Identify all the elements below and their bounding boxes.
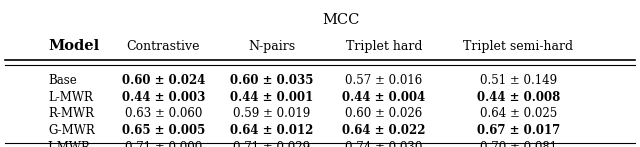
Text: MCC: MCC (322, 13, 360, 27)
Text: 0.51 ± 0.149: 0.51 ± 0.149 (480, 74, 557, 87)
Text: N-pairs: N-pairs (248, 40, 296, 53)
Text: L-MWR: L-MWR (48, 91, 93, 103)
Text: 0.71 ± 0.029: 0.71 ± 0.029 (234, 141, 310, 147)
Text: Contrastive: Contrastive (127, 40, 200, 53)
Text: 0.64 ± 0.012: 0.64 ± 0.012 (230, 124, 314, 137)
Text: 0.60 ± 0.035: 0.60 ± 0.035 (230, 74, 314, 87)
Text: 0.44 ± 0.004: 0.44 ± 0.004 (342, 91, 426, 103)
Text: 0.70 ± 0.081: 0.70 ± 0.081 (480, 141, 557, 147)
Text: 0.71 ± 0.000: 0.71 ± 0.000 (125, 141, 202, 147)
Text: R-MWR: R-MWR (48, 107, 94, 120)
Text: Base: Base (48, 74, 77, 87)
Text: 0.63 ± 0.060: 0.63 ± 0.060 (125, 107, 202, 120)
Text: 0.64 ± 0.022: 0.64 ± 0.022 (342, 124, 426, 137)
Text: 0.57 ± 0.016: 0.57 ± 0.016 (346, 74, 422, 87)
Text: G-MWR: G-MWR (48, 124, 95, 137)
Text: Triplet hard: Triplet hard (346, 40, 422, 53)
Text: 0.59 ± 0.019: 0.59 ± 0.019 (234, 107, 310, 120)
Text: 0.64 ± 0.025: 0.64 ± 0.025 (480, 107, 557, 120)
Text: 0.44 ± 0.003: 0.44 ± 0.003 (122, 91, 205, 103)
Text: 0.44 ± 0.001: 0.44 ± 0.001 (230, 91, 314, 103)
Text: 0.74 ± 0.030: 0.74 ± 0.030 (346, 141, 422, 147)
Text: 0.60 ± 0.026: 0.60 ± 0.026 (346, 107, 422, 120)
Text: 0.67 ± 0.017: 0.67 ± 0.017 (477, 124, 560, 137)
Text: 0.60 ± 0.024: 0.60 ± 0.024 (122, 74, 205, 87)
Text: J-MWR: J-MWR (48, 141, 90, 147)
Text: 0.44 ± 0.008: 0.44 ± 0.008 (477, 91, 560, 103)
Text: 0.65 ± 0.005: 0.65 ± 0.005 (122, 124, 205, 137)
Text: Model: Model (48, 39, 99, 53)
Text: Triplet semi-hard: Triplet semi-hard (463, 40, 573, 53)
